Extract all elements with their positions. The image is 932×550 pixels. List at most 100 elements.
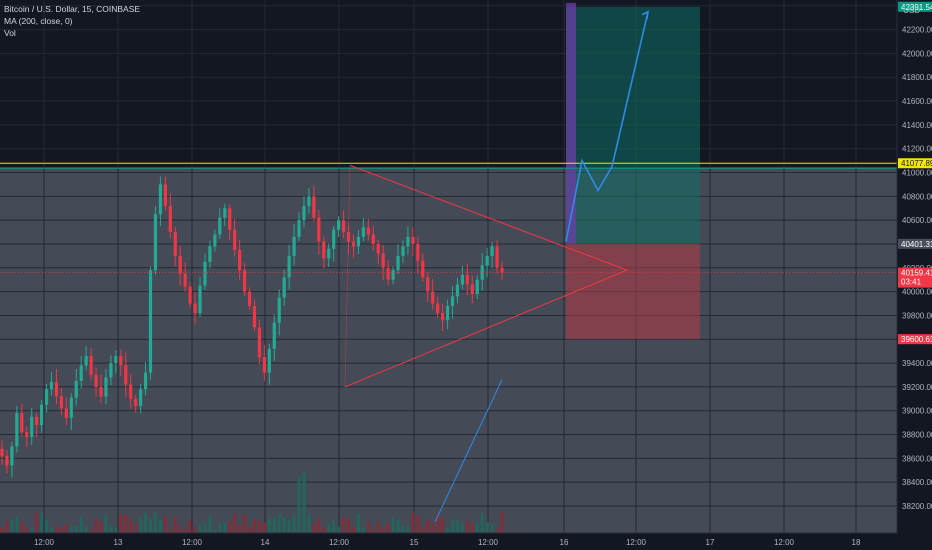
volume-bar bbox=[391, 516, 395, 533]
candle-body bbox=[188, 286, 192, 304]
price-label-countdown: 03:41 bbox=[901, 278, 922, 287]
volume-bar bbox=[233, 513, 237, 533]
volume-bar bbox=[431, 523, 435, 533]
time-tick-label: 17 bbox=[706, 538, 715, 547]
candle-body bbox=[376, 243, 380, 254]
candles bbox=[0, 176, 504, 478]
time-tick-label: 12:00 bbox=[182, 538, 203, 547]
volume-bar bbox=[154, 512, 157, 533]
price-label-text: 41077.89 bbox=[901, 159, 932, 168]
price-tick-label: 41400.00 bbox=[902, 121, 932, 130]
volume-bar bbox=[371, 529, 375, 533]
price-label-bg bbox=[898, 1, 932, 12]
drawings[interactable] bbox=[0, 10, 897, 523]
volume-bar bbox=[129, 520, 133, 533]
triangle-side bbox=[344, 165, 351, 387]
candle-body bbox=[277, 297, 281, 323]
candle-body bbox=[356, 236, 361, 247]
candle-body bbox=[396, 255, 400, 271]
volume-bar bbox=[84, 525, 88, 533]
candle-body bbox=[59, 396, 64, 409]
volume-bar bbox=[109, 525, 113, 533]
volume-bar bbox=[159, 519, 162, 533]
candle-body bbox=[322, 241, 326, 259]
price-tick-label: 42200.00 bbox=[902, 26, 932, 35]
volume-bar bbox=[317, 518, 321, 533]
candle-body bbox=[366, 227, 370, 235]
candle-body bbox=[445, 305, 450, 321]
symbol-title[interactable]: Bitcoin / U.S. Dollar, 15, COINBASE bbox=[4, 4, 141, 14]
price-tick-label: 40000.00 bbox=[902, 288, 932, 297]
volume-bar bbox=[114, 527, 118, 533]
candle-body bbox=[44, 389, 49, 405]
projection-arrowhead bbox=[641, 10, 650, 19]
volume-bar bbox=[253, 519, 256, 533]
price-tick-label: 38400.00 bbox=[902, 478, 932, 487]
long-position-tool[interactable] bbox=[566, 2, 700, 340]
volume-bar bbox=[25, 527, 29, 533]
candle-body bbox=[49, 382, 54, 390]
candle-body bbox=[302, 205, 306, 221]
candle-body bbox=[426, 277, 430, 292]
profit-zone bbox=[566, 6, 700, 244]
volume-bar bbox=[178, 525, 182, 533]
grid bbox=[0, 0, 897, 533]
volume-bar bbox=[198, 524, 202, 533]
volume-bar bbox=[267, 518, 271, 533]
candle-body bbox=[247, 291, 252, 306]
time-tick-label: 12:00 bbox=[626, 538, 647, 547]
volume-bar bbox=[30, 526, 34, 533]
volume-bar bbox=[342, 516, 345, 533]
volume-bar bbox=[460, 522, 464, 533]
volume-bar bbox=[297, 476, 301, 533]
candle-body bbox=[490, 246, 494, 256]
candle-body bbox=[0, 448, 4, 456]
volume-bar bbox=[168, 529, 172, 533]
candle-body bbox=[148, 270, 153, 373]
candle-body bbox=[406, 236, 410, 247]
time-tick-label: 12:00 bbox=[34, 538, 55, 547]
volume-bar bbox=[490, 523, 494, 533]
candle-body bbox=[104, 377, 108, 397]
volume-indicator-label[interactable]: Vol bbox=[4, 28, 16, 38]
volume-bar bbox=[357, 513, 360, 533]
price-label-text: 40401.31 bbox=[901, 240, 932, 249]
candle-body bbox=[109, 363, 113, 378]
price-tick-label: 39800.00 bbox=[902, 311, 932, 320]
price-label-bg bbox=[898, 158, 932, 169]
volume-bar bbox=[99, 522, 103, 533]
volume-bar bbox=[411, 512, 415, 533]
candle-body bbox=[411, 236, 415, 244]
candle-body bbox=[134, 398, 138, 406]
price-tick-label: 38200.00 bbox=[902, 502, 932, 511]
volume-bar bbox=[426, 519, 430, 533]
candle-body bbox=[79, 365, 83, 381]
volume-bar bbox=[337, 526, 341, 533]
volume-bar bbox=[45, 520, 48, 533]
time-axis[interactable]: 12:00 13 12:00 14 12:00 15 12:00 16 12:00 17 12:00… bbox=[0, 532, 897, 547]
volume-bar bbox=[94, 518, 98, 533]
candle-body bbox=[15, 413, 19, 447]
volume-bar bbox=[64, 523, 68, 533]
price-label-bg bbox=[898, 238, 932, 249]
candle-body bbox=[495, 246, 499, 268]
ma-indicator-label[interactable]: MA (200, close, 0) bbox=[4, 16, 73, 26]
candle-body bbox=[173, 232, 177, 256]
price-tick-label: 38600.00 bbox=[902, 454, 932, 463]
candle-body bbox=[40, 404, 44, 426]
candle-body bbox=[94, 374, 98, 387]
candle-body bbox=[238, 249, 242, 271]
volume-bar bbox=[203, 523, 207, 533]
volume-bar bbox=[134, 523, 138, 533]
volume-bar bbox=[228, 521, 232, 533]
price-tick-label: 39200.00 bbox=[902, 383, 932, 392]
projection-path bbox=[565, 11, 649, 242]
candle-body bbox=[198, 285, 202, 314]
price-tick-label: 40800.00 bbox=[902, 192, 932, 201]
volume-bar bbox=[89, 529, 93, 533]
candle-body bbox=[386, 267, 390, 280]
volume-bar bbox=[258, 520, 261, 533]
price-label-text: 40159.41 bbox=[901, 269, 932, 278]
